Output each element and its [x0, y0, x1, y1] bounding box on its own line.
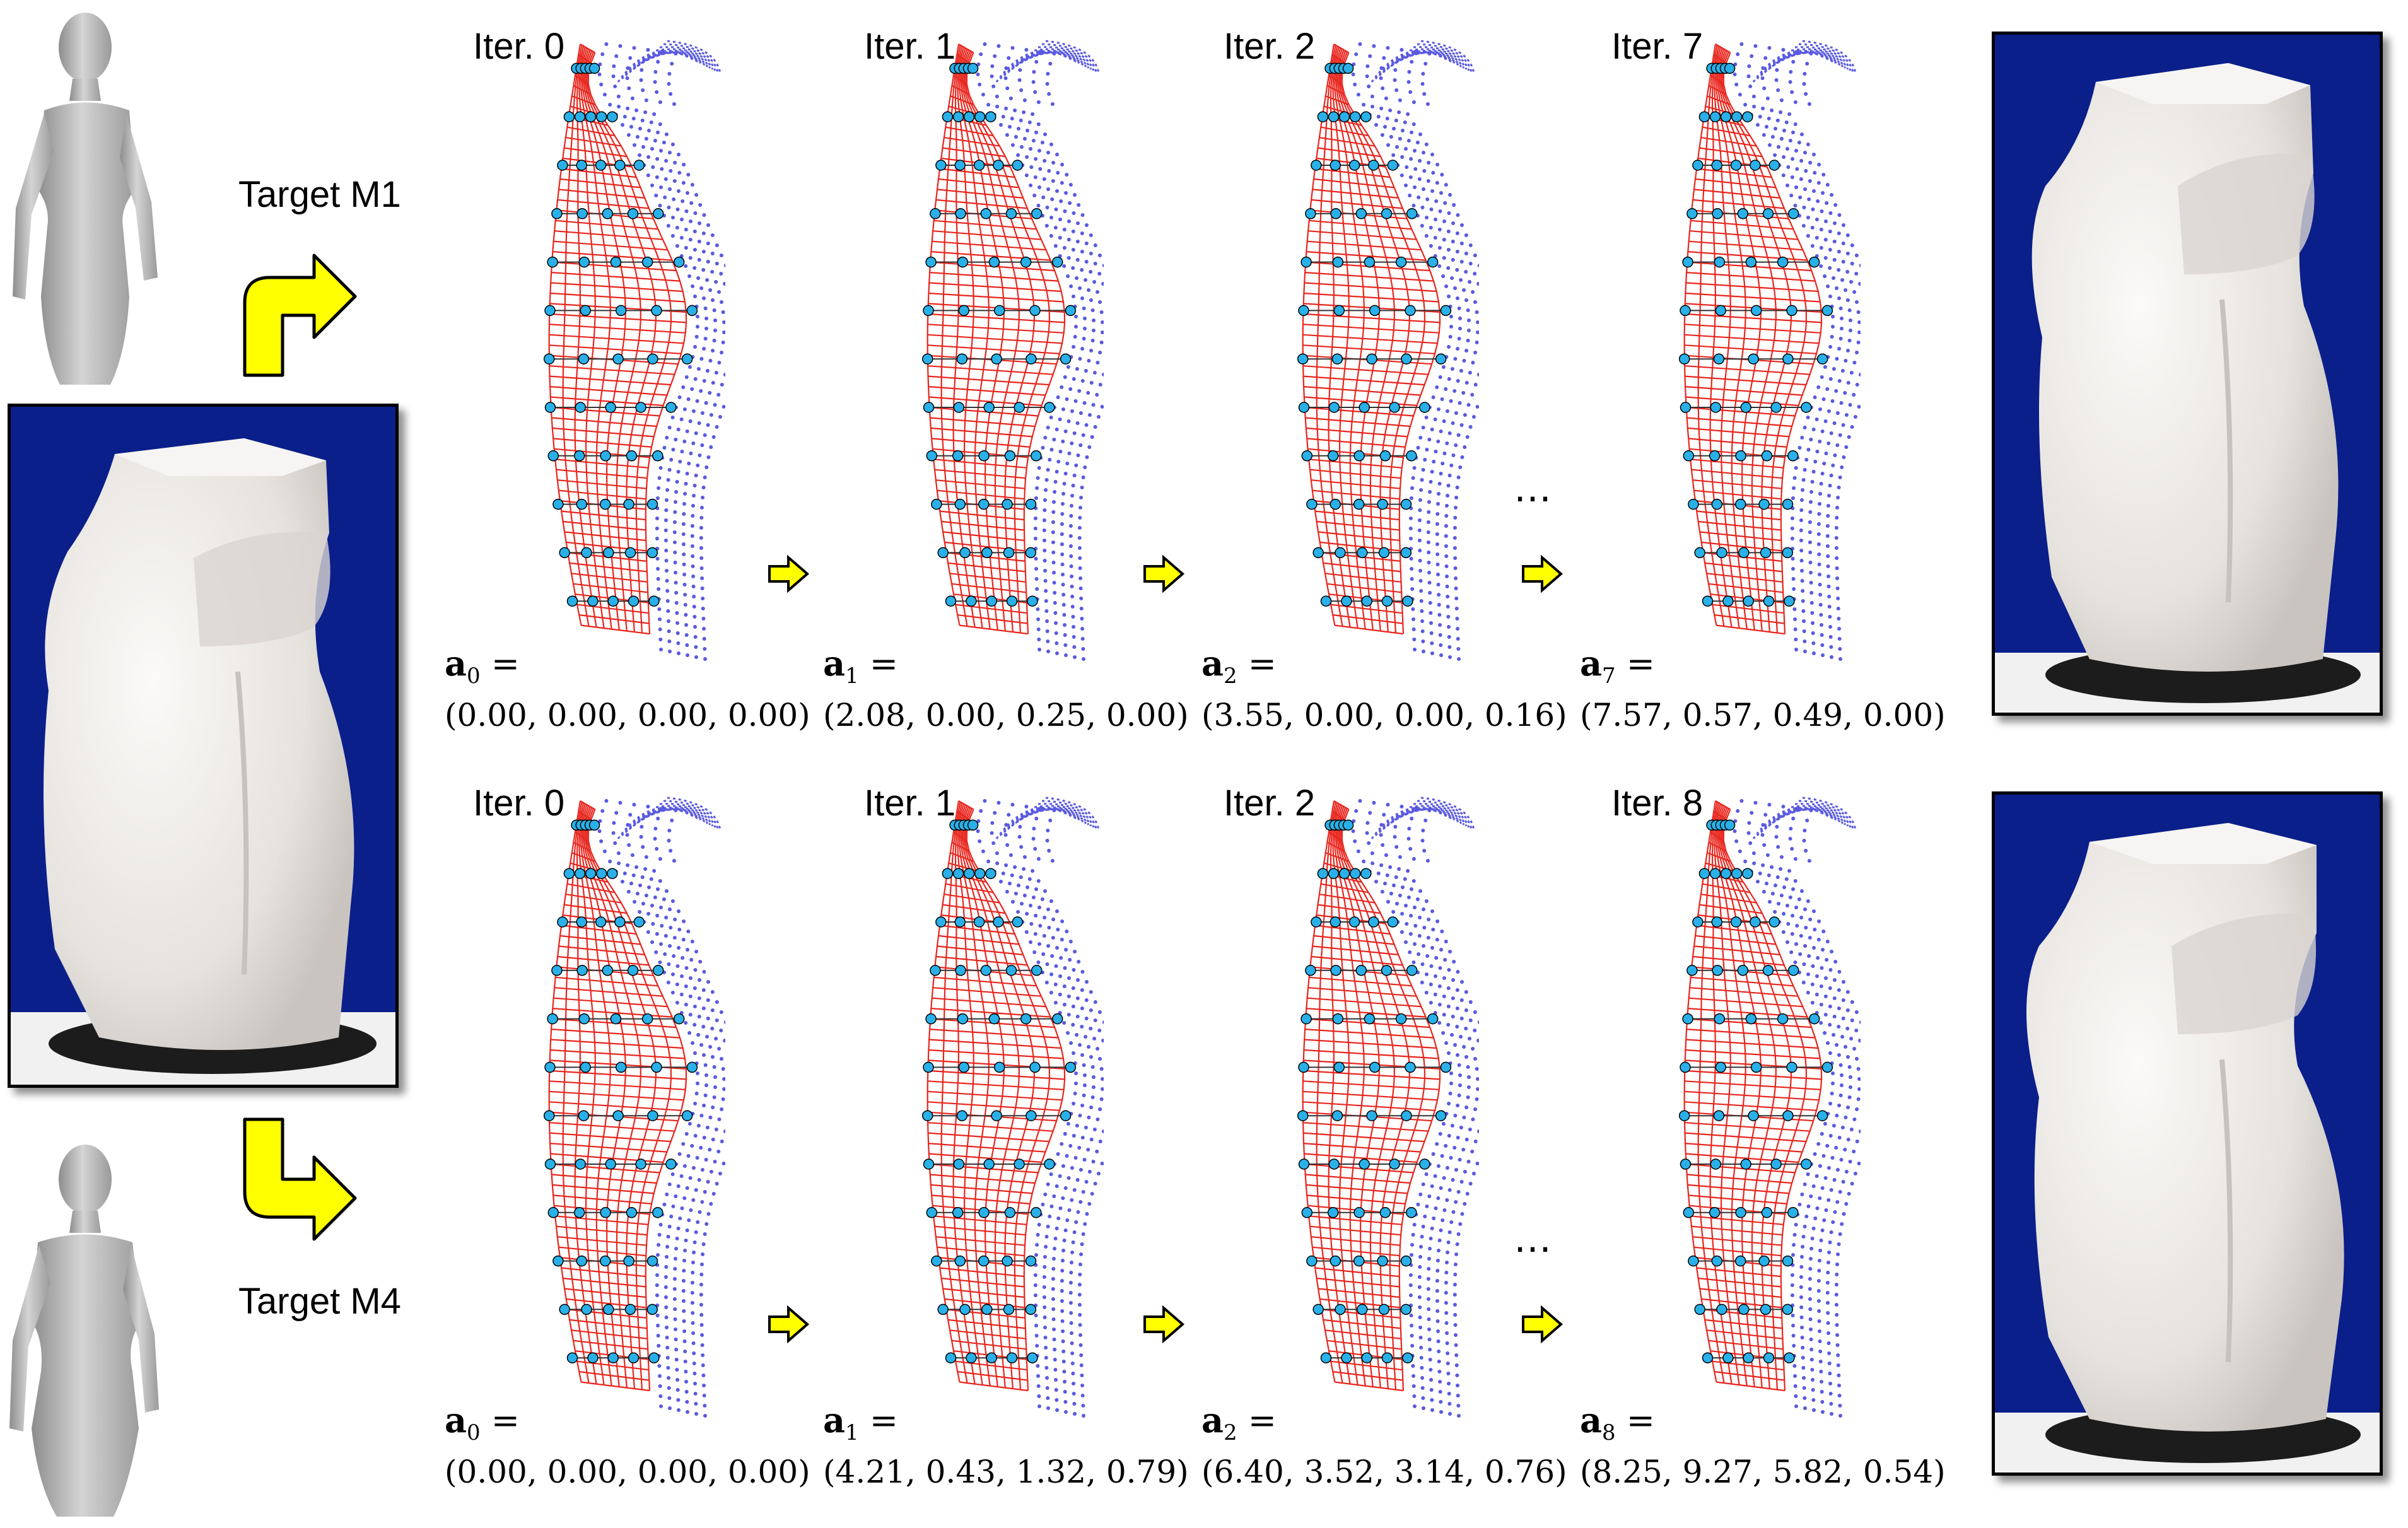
iter-label-r1-3: Iter. 7	[1611, 26, 1704, 67]
point-cloud	[976, 796, 1104, 1418]
target-m4-label: Target M4	[238, 1281, 401, 1322]
deformed-mesh	[1302, 800, 1441, 1392]
param-name-r1-7: a7 =	[1580, 643, 1656, 689]
small-arrow-right-icon	[1522, 555, 1563, 593]
param-name-r2-1: a1 =	[823, 1400, 899, 1445]
small-arrow-right-icon	[768, 555, 810, 593]
deformed-mesh	[548, 44, 687, 635]
control-nodes	[543, 62, 698, 607]
iter-label-r2-1: Iter. 1	[864, 783, 956, 824]
mesh-r1-iter-0	[543, 40, 725, 661]
result-m4-photo	[1992, 791, 2383, 1476]
param-values-r2-2: (6.40, 3.52, 3.14, 0.76)	[1201, 1454, 1567, 1490]
param-values-r2-8: (8.25, 9.27, 5.82, 0.54)	[1580, 1454, 1946, 1490]
param-name-r1-0: a0 =	[445, 643, 520, 689]
point-cloud	[1351, 40, 1479, 661]
deformed-mesh	[926, 800, 1066, 1392]
param-name-r1-1: a1 =	[823, 643, 899, 689]
deformed-mesh	[1683, 44, 1823, 635]
point-cloud	[976, 40, 1104, 661]
mesh-r2-iter-0	[543, 796, 725, 1418]
deformed-mesh	[1302, 44, 1441, 635]
param-values-r1-0: (0.00, 0.00, 0.00, 0.00)	[445, 697, 810, 733]
target-m4-mannequin	[9, 1145, 159, 1517]
deformed-mesh	[1683, 800, 1823, 1392]
curved-arrow-up-icon	[243, 254, 357, 377]
control-nodes	[921, 62, 1077, 607]
iter-label-r2-3: Iter. 8	[1611, 783, 1704, 824]
point-cloud	[1351, 796, 1479, 1418]
param-values-r1-7: (7.57, 0.57, 0.49, 0.00)	[1580, 697, 1946, 733]
param-values-r1-1: (2.08, 0.00, 0.25, 0.00)	[823, 697, 1189, 733]
control-nodes	[921, 819, 1077, 1363]
mesh-r2-iter-1	[921, 796, 1104, 1418]
iter-label-r1-0: Iter. 0	[473, 26, 565, 67]
mesh-r1-iter-1	[921, 40, 1104, 661]
ellipsis-r2: …	[1514, 1217, 1554, 1261]
deformed-mesh	[926, 44, 1066, 635]
point-cloud	[597, 796, 725, 1418]
param-name-r2-2: a2 =	[1201, 1400, 1277, 1445]
initial-mannequin-photo	[8, 404, 399, 1088]
iter-label-r1-1: Iter. 1	[864, 26, 956, 67]
target-m1-label: Target M1	[238, 174, 401, 215]
mesh-r2-iter-8	[1678, 796, 1861, 1418]
small-arrow-right-icon	[1143, 555, 1185, 593]
mesh-r1-iter-7	[1678, 40, 1861, 661]
param-name-r1-2: a2 =	[1201, 643, 1277, 689]
small-arrow-right-icon	[1143, 1305, 1185, 1343]
param-name-r2-0: a0 =	[445, 1400, 520, 1445]
iter-label-r1-2: Iter. 2	[1224, 26, 1316, 67]
param-values-r2-0: (0.00, 0.00, 0.00, 0.00)	[445, 1454, 810, 1490]
control-nodes	[1678, 819, 1833, 1363]
control-nodes	[1297, 819, 1452, 1363]
param-values-r2-1: (4.21, 0.43, 1.32, 0.79)	[823, 1454, 1189, 1490]
target-m1-mannequin	[13, 13, 158, 385]
param-name-r2-8: a8 =	[1580, 1400, 1656, 1445]
curved-arrow-down-icon	[243, 1117, 357, 1241]
result-m1-photo	[1992, 32, 2383, 716]
param-values-r1-2: (3.55, 0.00, 0.00, 0.16)	[1201, 697, 1567, 733]
small-arrow-right-icon	[1522, 1305, 1563, 1343]
small-arrow-right-icon	[768, 1305, 810, 1343]
ellipsis-r1: …	[1514, 467, 1554, 511]
mesh-r2-iter-2	[1297, 796, 1479, 1418]
iter-label-r2-2: Iter. 2	[1224, 783, 1316, 824]
point-cloud	[597, 40, 725, 661]
mesh-r1-iter-2	[1297, 40, 1479, 661]
iter-label-r2-0: Iter. 0	[473, 783, 565, 824]
control-nodes	[543, 819, 698, 1363]
control-nodes	[1678, 62, 1833, 607]
control-nodes	[1297, 62, 1452, 607]
point-cloud	[1733, 796, 1861, 1418]
deformed-mesh	[548, 800, 687, 1392]
